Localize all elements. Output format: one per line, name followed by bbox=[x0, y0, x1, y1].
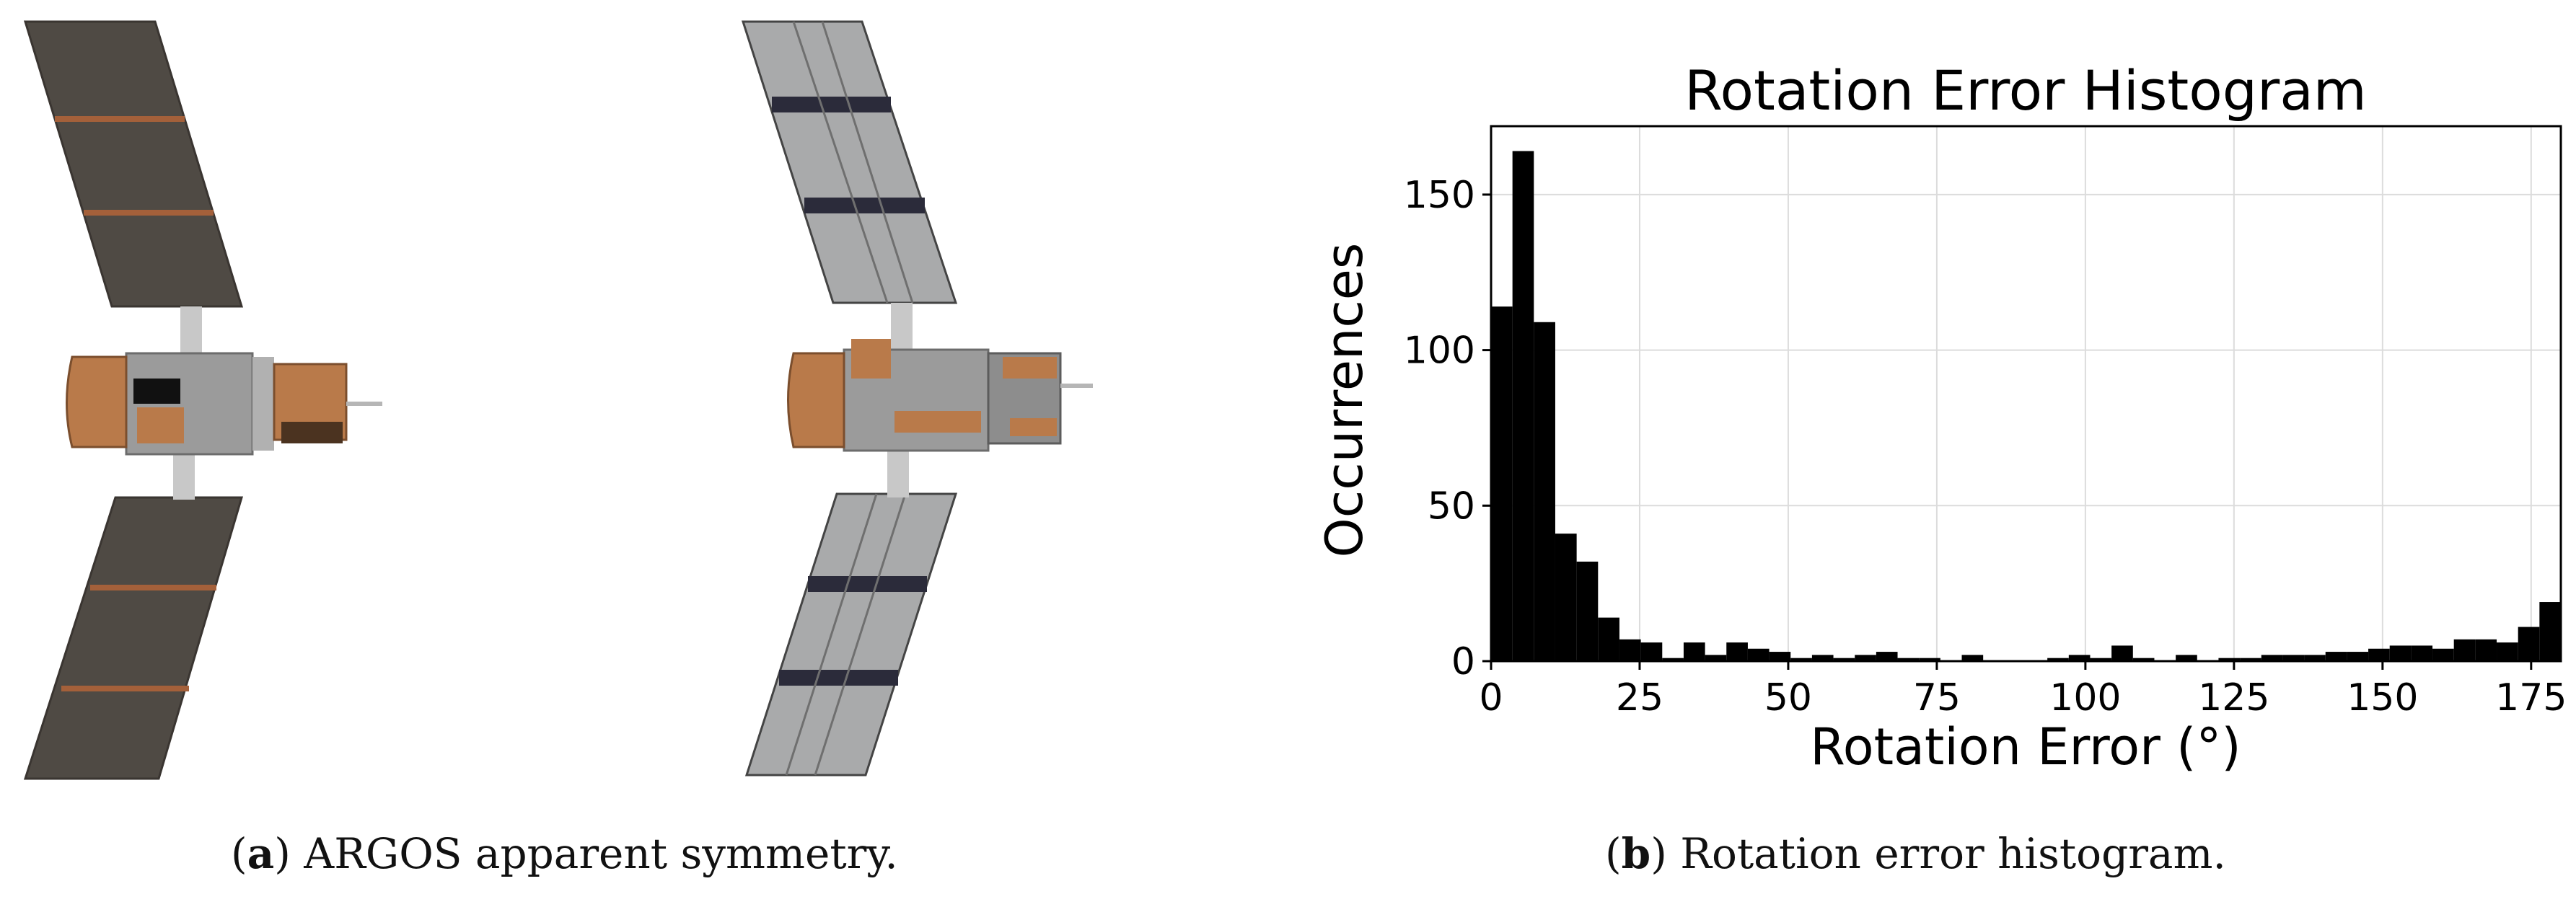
histogram-bar bbox=[1876, 652, 1898, 661]
x-axis-label: Rotation Error (°) bbox=[1810, 717, 2241, 777]
histogram-bar bbox=[1747, 648, 1770, 661]
histogram-bar bbox=[1512, 151, 1534, 662]
histogram-bar bbox=[2090, 658, 2112, 661]
histogram-bar bbox=[2132, 658, 2155, 661]
solar-panel-bottom-right bbox=[744, 492, 958, 777]
x-tick-label: 75 bbox=[1913, 676, 1961, 720]
histogram-bar bbox=[2068, 655, 2091, 661]
histogram-bar bbox=[2475, 639, 2497, 661]
x-tick-label: 175 bbox=[2495, 676, 2567, 720]
histogram-bar bbox=[1534, 322, 1555, 661]
caption-a: (a) ARGOS apparent symmetry. bbox=[231, 829, 898, 878]
histogram-bar bbox=[2389, 645, 2412, 661]
chart-title: Rotation Error Histogram bbox=[1684, 58, 2367, 123]
histogram-bar bbox=[1555, 534, 1577, 661]
histogram-bar bbox=[1811, 655, 1834, 661]
x-tick-label: 150 bbox=[2347, 676, 2418, 720]
histogram-bars bbox=[1491, 151, 2561, 662]
histogram-bar bbox=[1897, 658, 1920, 661]
caption-b: (b) Rotation error histogram. bbox=[1605, 829, 2226, 878]
grid-lines bbox=[1490, 126, 2561, 662]
histogram-bar bbox=[1619, 639, 1641, 661]
histogram-bar bbox=[2176, 655, 2197, 661]
x-tick-label: 50 bbox=[1764, 676, 1812, 720]
histogram-bar bbox=[2432, 648, 2454, 661]
y-tick-label: 150 bbox=[1404, 174, 1475, 217]
histogram-bar bbox=[1961, 655, 1984, 661]
histogram-bar bbox=[1833, 658, 1855, 661]
histogram-bar bbox=[2497, 642, 2518, 661]
histogram-bar bbox=[1769, 652, 1791, 661]
argos-satellite-figure bbox=[23, 20, 1093, 780]
histogram-bar bbox=[2325, 652, 2347, 661]
spacecraft-bus-right bbox=[787, 303, 1093, 497]
histogram-bar bbox=[2539, 602, 2561, 661]
y-tick-label: 50 bbox=[1428, 485, 1475, 528]
satellite-right bbox=[741, 20, 1093, 777]
histogram-bar bbox=[1662, 658, 1684, 661]
x-tick-label: 100 bbox=[2049, 676, 2121, 720]
histogram-bar bbox=[1640, 642, 1663, 661]
solar-panel-bottom-left bbox=[23, 496, 244, 780]
histogram-bar bbox=[2218, 658, 2241, 661]
solar-panel-top-left bbox=[23, 20, 244, 308]
x-tick-label: 0 bbox=[1479, 676, 1503, 720]
histogram-bar bbox=[1705, 655, 1727, 661]
histogram-bar bbox=[2240, 658, 2261, 661]
histogram-bar bbox=[1855, 655, 1876, 661]
histogram-bar bbox=[1726, 642, 1748, 661]
histogram-bar bbox=[2453, 639, 2476, 661]
y-axis-ticks: 0 50 100 150 bbox=[1404, 174, 1491, 683]
histogram-bar bbox=[2347, 652, 2369, 661]
histogram-bar bbox=[2282, 655, 2305, 661]
histogram-bar bbox=[2368, 648, 2390, 661]
y-tick-label: 100 bbox=[1404, 329, 1475, 373]
histogram-bar bbox=[1598, 617, 1619, 661]
x-tick-label: 125 bbox=[2198, 676, 2269, 720]
histogram-bar bbox=[1491, 306, 1513, 661]
histogram-bar bbox=[2411, 645, 2433, 661]
spacecraft-bus-left bbox=[66, 306, 382, 500]
rotation-error-histogram: Rotation Error Histogram 0 25 50 75 100 125 15… bbox=[1315, 58, 2567, 777]
histogram-bar bbox=[1919, 658, 1940, 661]
histogram-bar bbox=[2261, 655, 2283, 661]
x-axis-ticks: 0 25 50 75 100 125 150 175 bbox=[1479, 661, 2567, 720]
histogram-bar bbox=[2047, 658, 2069, 661]
y-axis-label: Occurrences bbox=[1315, 243, 1374, 558]
y-tick-label: 0 bbox=[1451, 640, 1475, 683]
solar-panel-top-right bbox=[741, 20, 958, 304]
histogram-bar bbox=[2518, 627, 2540, 661]
histogram-bar bbox=[1683, 642, 1705, 661]
histogram-bar bbox=[1790, 658, 1812, 661]
plot-area-frame bbox=[1490, 125, 2562, 663]
histogram-bar bbox=[1576, 561, 1599, 661]
satellite-left bbox=[23, 20, 382, 780]
histogram-bar bbox=[2111, 645, 2133, 661]
histogram-bar bbox=[2304, 655, 2326, 661]
x-tick-label: 25 bbox=[1616, 676, 1663, 720]
